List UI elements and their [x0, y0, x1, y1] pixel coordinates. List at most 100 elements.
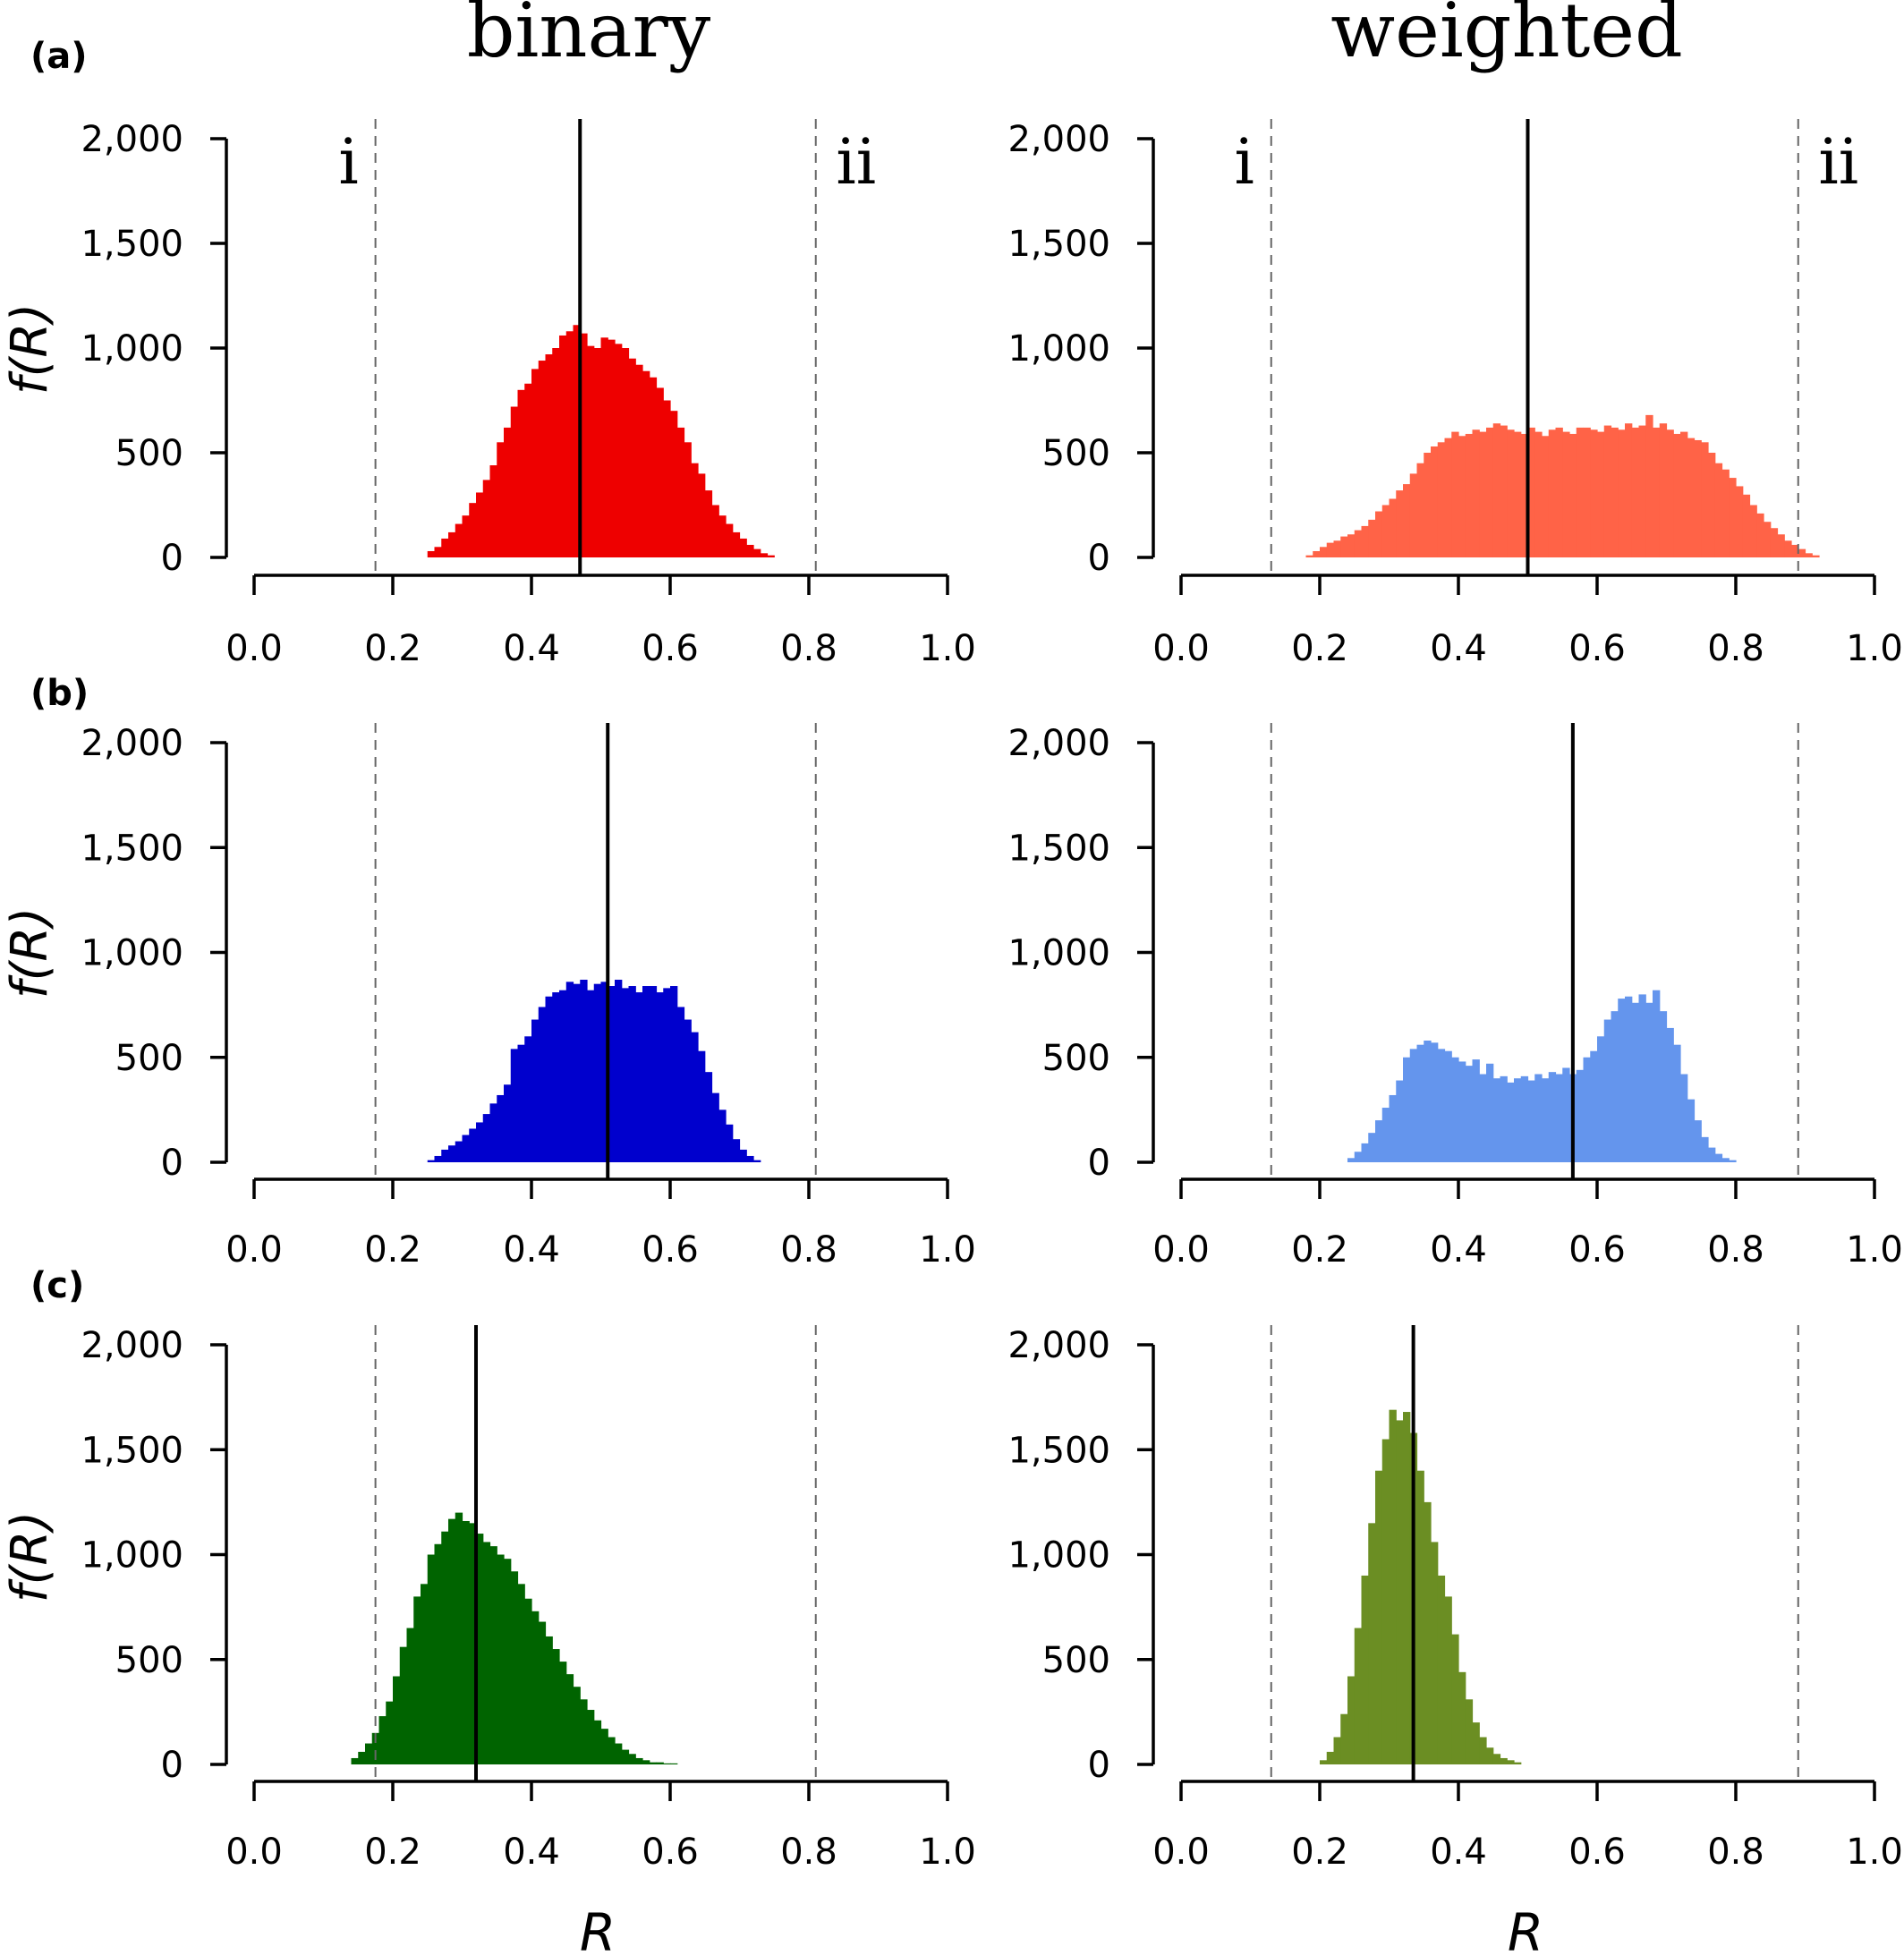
- histogram-bar: [482, 1114, 491, 1162]
- histogram-bar: [1548, 429, 1557, 557]
- histogram-bar: [1437, 1049, 1446, 1162]
- x-tick-label: 1.0: [1846, 1832, 1903, 1873]
- histogram-bar: [1625, 423, 1633, 557]
- histogram-bar: [497, 1094, 505, 1162]
- histogram-bar: [726, 1124, 734, 1162]
- histogram-bar: [1784, 540, 1792, 557]
- histogram-bar: [552, 1649, 560, 1764]
- histogram-bar: [441, 538, 449, 557]
- x-tick-label: 0.0: [1152, 628, 1210, 669]
- histogram-bar: [1721, 1158, 1730, 1162]
- histogram-bar: [434, 1155, 442, 1162]
- histogram-bar: [1320, 1760, 1328, 1764]
- histogram-bar: [580, 979, 588, 1162]
- histogram-bar: [711, 1092, 719, 1162]
- x-tick-label: 0.0: [1152, 1229, 1210, 1271]
- histogram-bar: [1729, 478, 1737, 557]
- histogram-bar: [1673, 433, 1681, 557]
- histogram-bar: [698, 1050, 706, 1162]
- histogram-bar: [704, 490, 713, 557]
- histogram-bar: [406, 1628, 414, 1764]
- histogram-bar: [1721, 469, 1730, 557]
- histogram-bar: [1333, 540, 1341, 557]
- histogram-bar: [1347, 1158, 1356, 1162]
- histogram-bar: [649, 1762, 658, 1764]
- histogram-bar: [1416, 1044, 1424, 1162]
- y-axis-label-row-a: f(R): [1, 303, 59, 395]
- histogram-bar: [746, 1155, 754, 1162]
- histogram-bar: [1368, 1523, 1376, 1764]
- histogram-panel-c-binary: 0 500 1,000 1,500 2,000 0.0 0.2 0.4 0.6 0.8 1.0: [81, 1325, 976, 1873]
- histogram-bar: [413, 1596, 421, 1764]
- histogram-bar: [1389, 498, 1397, 557]
- histogram-bar: [1542, 1078, 1550, 1162]
- histogram-bar: [1375, 1120, 1383, 1162]
- histogram-bar: [580, 1699, 588, 1764]
- x-tick-label: 0.4: [1430, 1229, 1487, 1271]
- x-axis-label-weighted: R: [1508, 1902, 1543, 1955]
- histogram-bar: [1492, 423, 1501, 557]
- histogram-bar: [545, 354, 553, 557]
- histogram-bar: [462, 515, 470, 557]
- y-tick-label: 500: [115, 433, 183, 474]
- histogram-bar: [1749, 505, 1757, 557]
- histogram-bar: [448, 1518, 456, 1764]
- histogram-bar: [1708, 1147, 1716, 1162]
- histogram-bar: [489, 1546, 497, 1764]
- histogram-bar: [1507, 1082, 1515, 1162]
- x-tick-label: 0.4: [503, 1229, 560, 1271]
- histogram-bar: [1403, 484, 1411, 557]
- histogram-bar: [524, 1598, 532, 1764]
- histogram-bar: [462, 1520, 470, 1764]
- histogram-bar: [628, 986, 636, 1162]
- histogram-bar: [726, 523, 734, 557]
- histogram-bar: [1653, 990, 1661, 1162]
- histogram-bar: [1645, 414, 1653, 557]
- histogram-bar: [1361, 525, 1369, 557]
- histogram-bar: [1458, 1671, 1466, 1764]
- histogram-bar: [739, 538, 747, 557]
- x-tick-label: 0.2: [1291, 1229, 1348, 1271]
- histogram-bar: [1424, 1501, 1432, 1765]
- histogram-bar: [1465, 433, 1474, 557]
- histogram-bar: [628, 358, 636, 557]
- histogram-bar: [600, 1729, 608, 1764]
- histogram-bar: [1320, 547, 1328, 557]
- histogram-bar: [1375, 511, 1383, 557]
- histogram-bar: [587, 1710, 595, 1764]
- histogram-bar: [711, 505, 719, 557]
- histogram-bar: [593, 1720, 602, 1764]
- histogram-bar: [1375, 1470, 1383, 1764]
- svg-text:f(R): f(R): [1, 907, 59, 999]
- histogram-bar: [587, 990, 595, 1162]
- histogram-bar: [1340, 1713, 1348, 1764]
- histogram-bar: [608, 986, 616, 1162]
- histogram-bar: [1625, 996, 1633, 1162]
- histogram-bar: [600, 337, 608, 557]
- histogram-bar: [691, 463, 699, 557]
- histogram-panel-b-weighted: 0 500 1,000 1,500 2,000 0.0 0.2 0.4 0.6 0.8 1.0: [1007, 723, 1903, 1271]
- histogram-bar: [517, 1044, 525, 1162]
- histogram-bar: [656, 1762, 664, 1764]
- histogram-bar: [565, 1674, 574, 1764]
- histogram-bar: [1798, 548, 1806, 557]
- x-tick-label: 0.0: [225, 1832, 283, 1873]
- histogram-bar: [615, 979, 623, 1162]
- histogram-bar: [1805, 553, 1813, 557]
- histogram-bar: [1492, 1754, 1501, 1764]
- histogram-bar: [1638, 994, 1646, 1162]
- histogram-bar: [663, 400, 671, 557]
- histogram-bar: [621, 348, 630, 557]
- histogram-bar: [649, 377, 658, 557]
- histogram-bar: [1500, 1757, 1508, 1764]
- histogram-bar: [1424, 453, 1432, 557]
- histogram-bar: [476, 1534, 484, 1764]
- histogram-bar: [427, 1554, 436, 1764]
- histogram-bar: [504, 1084, 512, 1162]
- x-tick-label: 1.0: [919, 628, 976, 669]
- histogram-bar: [1514, 431, 1522, 557]
- histogram-bar: [1486, 1747, 1494, 1764]
- histogram-bar: [1777, 534, 1785, 557]
- histogram-bar: [538, 1621, 547, 1764]
- histogram-bar: [642, 1760, 650, 1764]
